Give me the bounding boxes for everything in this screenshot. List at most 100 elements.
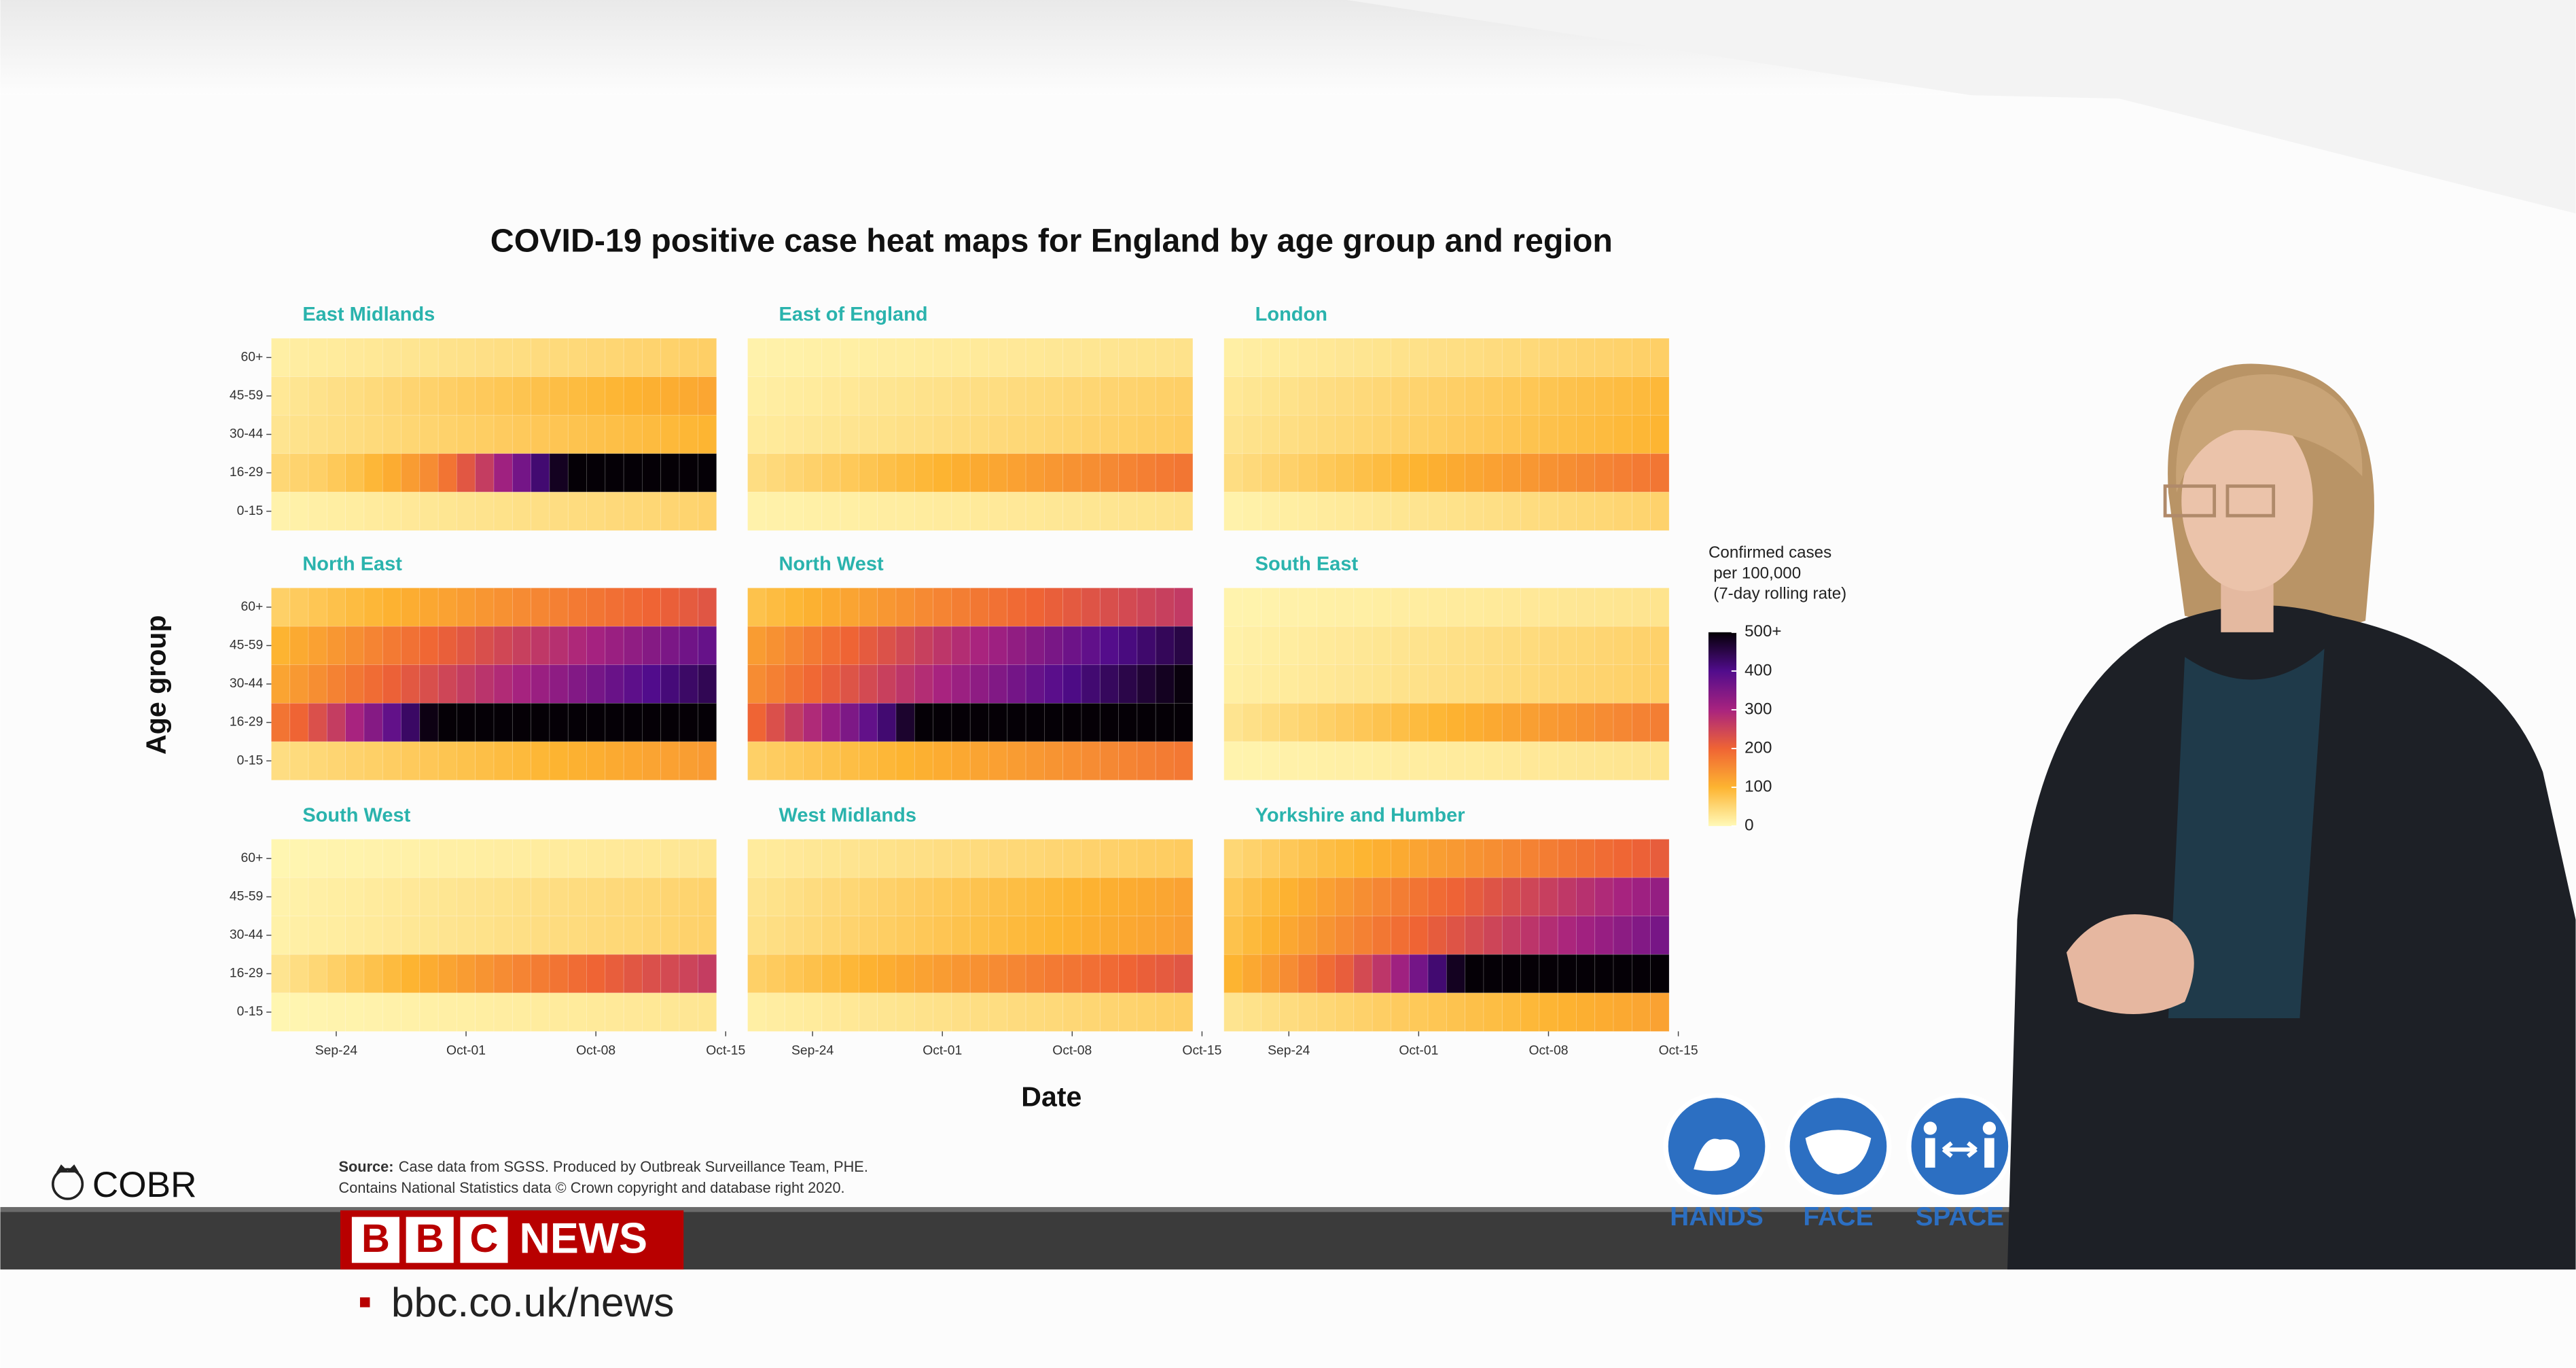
heat-cell	[549, 414, 569, 454]
heat-cell	[1118, 453, 1138, 492]
heat-cell	[933, 916, 952, 955]
heat-cell	[289, 338, 309, 378]
heat-cell	[1298, 664, 1317, 704]
heat-cell	[1427, 954, 1447, 994]
heat-cell	[493, 702, 513, 742]
heat-cell	[747, 414, 767, 454]
heat-cell	[512, 664, 532, 704]
heat-cell	[1099, 877, 1120, 917]
y-tick-label: 16-29	[230, 465, 263, 480]
heat-cell	[840, 954, 859, 994]
heat-cell	[382, 453, 401, 492]
heat-cell	[401, 839, 421, 878]
heat-cell	[1007, 453, 1026, 492]
heat-cell	[895, 338, 915, 378]
heat-cell	[1223, 916, 1243, 955]
heat-cell	[1007, 492, 1026, 531]
heat-cell	[1391, 954, 1410, 994]
heat-cell	[382, 702, 401, 742]
heat-cell	[1539, 414, 1558, 454]
heat-cell	[933, 992, 952, 1032]
heat-cell	[623, 626, 643, 666]
heat-cell	[1483, 414, 1503, 454]
heat-cell	[1335, 916, 1355, 955]
heat-cell	[457, 414, 476, 454]
heat-cell	[1446, 839, 1466, 878]
heat-cell	[858, 839, 878, 878]
heat-cell	[345, 916, 365, 955]
heat-cell	[895, 453, 915, 492]
heat-cell	[858, 916, 878, 955]
heat-cell	[951, 839, 971, 878]
heat-cell	[1242, 664, 1262, 704]
heat-cell	[605, 954, 624, 994]
heat-cell	[363, 916, 383, 955]
heat-cell	[1501, 338, 1522, 378]
heat-cell	[437, 492, 457, 531]
heat-cell	[1298, 741, 1317, 780]
heat-cell	[1099, 664, 1120, 704]
heat-cell	[933, 376, 952, 416]
heat-cell	[1465, 492, 1484, 531]
heat-cell	[586, 376, 606, 416]
heat-cell	[1298, 492, 1317, 531]
heat-cell	[1025, 877, 1045, 917]
heat-cell	[326, 626, 346, 666]
heat-cell	[493, 916, 513, 955]
heat-cell	[475, 954, 495, 994]
heat-cell	[1613, 376, 1632, 416]
panel-title: East of England	[779, 304, 927, 325]
heat-cell	[1613, 414, 1632, 454]
heat-cell	[1650, 664, 1670, 704]
heat-cell	[747, 338, 767, 378]
heat-cell	[1631, 877, 1651, 917]
heat-cell	[747, 877, 767, 917]
heat-cell	[1242, 992, 1262, 1032]
heat-cell	[1223, 338, 1243, 378]
legend-tick-label: 300	[1745, 700, 1772, 718]
heat-cell	[382, 588, 401, 627]
heat-cell	[877, 376, 897, 416]
heat-cell	[401, 453, 421, 492]
heat-cell	[1025, 453, 1045, 492]
heat-cell	[933, 839, 952, 878]
heat-cell	[1539, 664, 1558, 704]
heat-cell	[271, 877, 291, 917]
heat-cell	[1353, 453, 1373, 492]
heat-cell	[821, 992, 841, 1032]
heat-cell	[1372, 376, 1391, 416]
heat-cell	[1298, 877, 1317, 917]
heat-cell	[1427, 453, 1447, 492]
heat-cell	[1223, 702, 1243, 742]
heat-cell	[308, 954, 327, 994]
heat-cell	[1174, 588, 1194, 627]
heat-cell	[1650, 492, 1670, 531]
heat-cell	[1062, 992, 1082, 1032]
heat-cell	[1520, 839, 1540, 878]
heat-cell	[747, 492, 767, 531]
heat-cell	[1025, 702, 1045, 742]
heat-cell	[1007, 588, 1026, 627]
heat-cell	[1613, 916, 1632, 955]
heat-cell	[747, 839, 767, 878]
heat-cell	[1099, 741, 1120, 780]
heat-cell	[345, 492, 365, 531]
heat-cell	[1557, 453, 1577, 492]
heat-cell	[363, 992, 383, 1032]
heat-cell	[1118, 839, 1138, 878]
heat-cell	[840, 702, 859, 742]
y-tick-label: 30-44	[230, 427, 264, 442]
heat-cell	[1557, 877, 1577, 917]
heat-cell	[475, 588, 495, 627]
heat-cell	[1353, 992, 1373, 1032]
y-tick-label: 60+	[241, 850, 264, 865]
heat-cell	[1099, 702, 1120, 742]
heat-cell	[1631, 664, 1651, 704]
heat-cell	[821, 453, 841, 492]
heat-cell	[1409, 877, 1429, 917]
heat-cell	[493, 492, 513, 531]
heat-cell	[493, 338, 513, 378]
heat-cell	[623, 877, 643, 917]
heat-cell	[382, 492, 401, 531]
heat-cell	[493, 414, 513, 454]
